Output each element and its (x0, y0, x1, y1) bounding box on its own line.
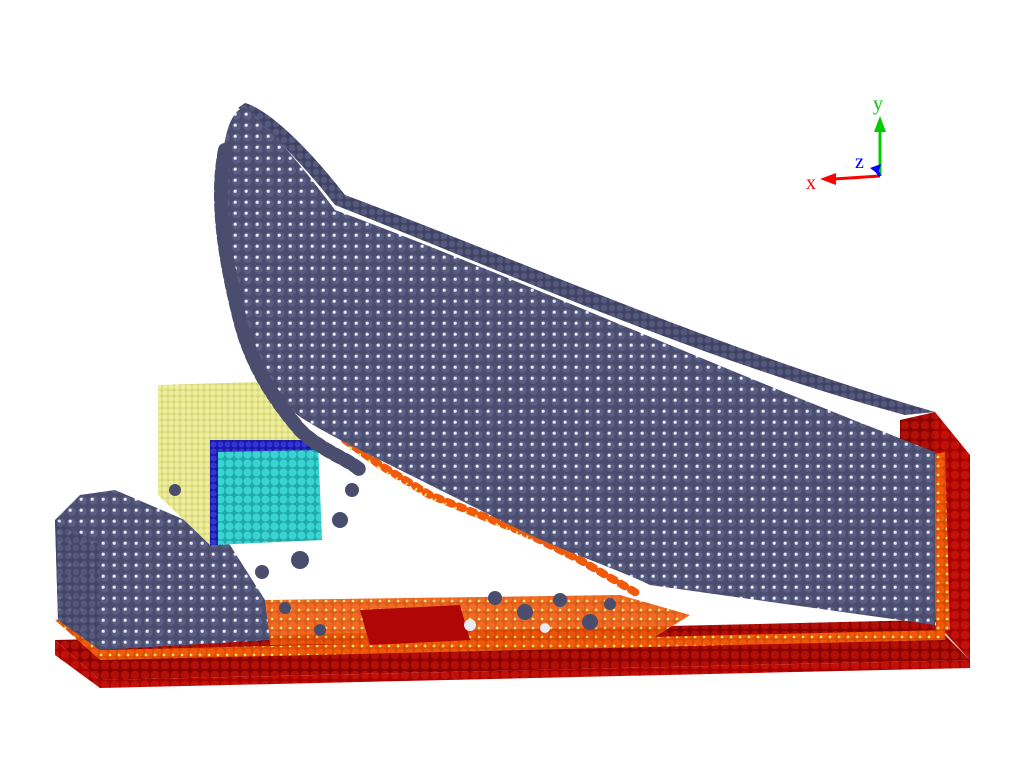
x-axis-arrowhead (820, 173, 836, 185)
x-axis-label: x (806, 172, 816, 194)
left-film-block (55, 490, 270, 650)
x-axis-arrow (833, 174, 881, 181)
z-axis-arrowhead (870, 164, 881, 174)
cube-indenter (158, 382, 322, 545)
peeled-film-sheet (169, 103, 935, 636)
axis-triad: y x z (806, 93, 886, 194)
z-axis-label: z (855, 151, 864, 173)
y-axis-arrowhead (874, 116, 886, 132)
y-axis-label: y (873, 93, 883, 115)
